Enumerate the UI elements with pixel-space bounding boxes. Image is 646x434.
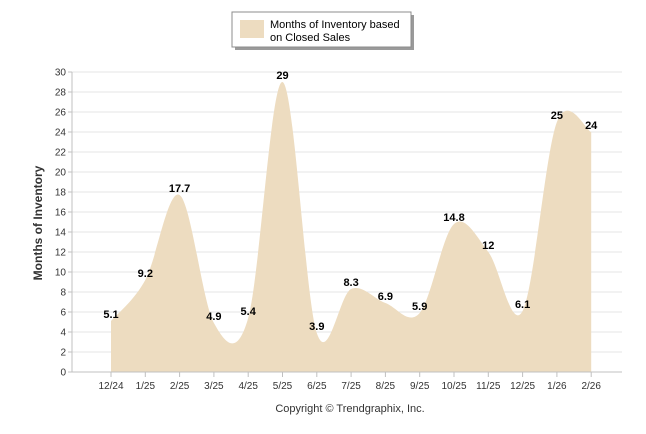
data-label: 6.9 (378, 291, 393, 303)
y-tick-label: 2 (60, 348, 66, 359)
data-label: 9.2 (138, 268, 153, 280)
legend-swatch (240, 20, 264, 38)
y-tick-label: 4 (60, 328, 66, 339)
data-label: 5.9 (412, 301, 427, 313)
x-tick-label: 2/25 (170, 381, 190, 392)
data-label: 5.4 (241, 306, 257, 318)
y-axis-label: Months of Inventory (31, 165, 45, 280)
data-label: 5.1 (103, 309, 118, 321)
x-tick-label: 6/25 (307, 381, 327, 392)
y-tick-label: 10 (55, 268, 67, 279)
data-labels: 5.1 9.2 17.7 4.9 5.4 29 3.9 8.3 6.9 5.9 14.8 12 6.1 2… (103, 70, 598, 333)
y-tick-label: 14 (55, 228, 67, 239)
legend-line-2: on Closed Sales (270, 32, 351, 44)
y-tick-label: 6 (60, 308, 66, 319)
x-tick-label: 12/24 (98, 381, 123, 392)
data-label: 4.9 (206, 311, 221, 323)
x-tick-label: 1/26 (547, 381, 567, 392)
data-label: 14.8 (443, 212, 464, 224)
y-tick-label: 20 (55, 168, 67, 179)
x-tick-label: 2/26 (581, 381, 601, 392)
data-label: 17.7 (169, 183, 190, 195)
data-label: 29 (276, 70, 288, 82)
y-tick-label: 26 (55, 108, 67, 119)
data-label: 8.3 (343, 277, 358, 289)
x-tick-label: 11/25 (476, 381, 501, 392)
x-tick-label: 8/25 (376, 381, 396, 392)
x-tick-label: 9/25 (410, 381, 430, 392)
y-tick-label: 30 (55, 68, 67, 79)
x-tick-label: 7/25 (341, 381, 361, 392)
y-tick-label: 28 (55, 88, 67, 99)
copyright-footer: Copyright © Trendgraphix, Inc. (275, 403, 424, 415)
data-label: 24 (585, 120, 598, 132)
x-tick-label: 3/25 (204, 381, 224, 392)
x-tick-label: 12/25 (510, 381, 535, 392)
x-tick-label: 5/25 (273, 381, 293, 392)
data-label: 12 (482, 240, 494, 252)
y-tick-label: 8 (60, 288, 66, 299)
y-tick-label: 0 (60, 368, 66, 379)
data-label: 25 (551, 110, 563, 122)
y-tick-label: 16 (55, 208, 67, 219)
x-tick-label: 4/25 (238, 381, 258, 392)
area-series (111, 81, 592, 372)
x-axis-ticks: 12/24 1/25 2/25 3/25 4/25 5/25 6/25 7/25 8/25 9/2… (98, 372, 601, 392)
data-label: 6.1 (515, 299, 530, 311)
y-tick-label: 24 (55, 128, 67, 139)
data-label: 3.9 (309, 321, 324, 333)
y-tick-label: 22 (55, 148, 67, 159)
x-tick-label: 10/25 (441, 381, 466, 392)
x-tick-label: 1/25 (136, 381, 156, 392)
legend-line-1: Months of Inventory based (270, 19, 400, 31)
legend[interactable]: Months of Inventory based on Closed Sale… (231, 11, 414, 50)
y-tick-label: 18 (55, 188, 67, 199)
y-tick-label: 12 (55, 248, 67, 259)
